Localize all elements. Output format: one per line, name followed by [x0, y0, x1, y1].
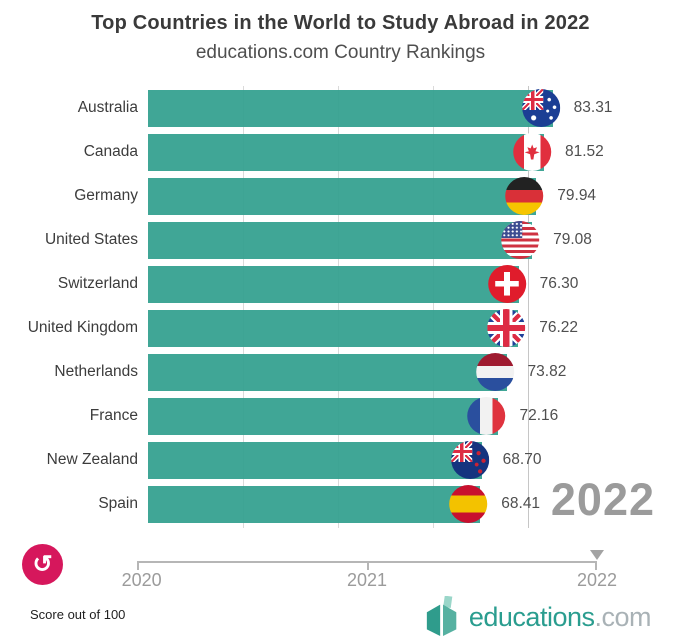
timeline-label-2021: 2021 [346, 570, 388, 590]
bar-area: 76.30 [148, 262, 578, 306]
chart-row: New Zealand 68.70 [0, 438, 681, 482]
score-value: 72.16 [519, 407, 559, 424]
score-bar [148, 177, 537, 215]
score-value: 73.82 [527, 363, 567, 380]
score-bar [148, 133, 544, 171]
chart-row: Germany 79.94 [0, 174, 681, 218]
score-bar [148, 89, 553, 127]
country-flag-icon [513, 133, 552, 171]
chart-row: France 72.16 [0, 394, 681, 438]
chart-row: United States 79.08 [0, 218, 681, 262]
logo-name: educations [468, 601, 595, 632]
score-bar [148, 397, 499, 435]
score-value: 81.52 [564, 143, 604, 160]
replay-icon: ↺ [32, 551, 53, 578]
chart-row: Australia 83.31 [0, 86, 681, 130]
chart-row: Switzerland 76.30 [0, 262, 681, 306]
country-flag-icon [487, 265, 526, 303]
gridline [338, 86, 339, 528]
country-flag-icon [501, 221, 540, 259]
score-value: 68.41 [501, 495, 541, 512]
score-value: 83.31 [573, 99, 613, 116]
country-label: United States [44, 231, 138, 248]
country-label: Canada [83, 143, 138, 160]
bar-area: 68.70 [148, 438, 573, 482]
country-label: Spain [98, 495, 138, 512]
chart-subtitle: educations.com Country Rankings [195, 42, 486, 63]
country-label: New Zealand [46, 451, 138, 468]
bar-area: 83.31 [148, 86, 612, 130]
timeline-tick-2020 [137, 561, 139, 570]
country-flag-icon [475, 353, 514, 391]
bar-area: 79.08 [148, 218, 592, 262]
country-label: France [89, 407, 138, 424]
country-label: Australia [77, 99, 138, 116]
timeline-tick-2021 [367, 561, 369, 570]
book-logo-icon [426, 596, 457, 636]
score-value: 79.08 [553, 231, 592, 248]
score-value: 79.94 [557, 187, 597, 204]
score-bar [148, 441, 482, 479]
bar-area: 72.16 [148, 394, 573, 438]
bar-area: 73.82 [148, 350, 573, 394]
country-flag-icon [505, 177, 544, 215]
logo-text: educations.com [468, 601, 652, 633]
bar-area: 81.52 [148, 130, 604, 174]
score-footnote: Score out of 100 [30, 607, 126, 622]
bar-area: 68.41 [148, 482, 573, 526]
score-bar [148, 309, 519, 347]
bar-rows: Australia 83.31 Canada 81.52 Germany 79.… [0, 86, 681, 526]
educations-logo: educations.com [424, 596, 651, 638]
country-label: Germany [74, 187, 138, 204]
bar-area: 76.22 [148, 306, 578, 350]
gridline-axis-end [528, 86, 529, 528]
replay-button[interactable]: ↺ [22, 544, 63, 585]
country-label: United Kingdom [27, 319, 138, 336]
gridline [243, 86, 244, 528]
score-value: 76.22 [539, 319, 578, 336]
timeline-label-2022: 2022 [576, 570, 618, 590]
timeline-handle-icon[interactable] [590, 550, 604, 560]
bar-area: 79.94 [148, 174, 596, 218]
gridline [433, 86, 434, 528]
score-value: 68.70 [502, 451, 542, 468]
score-bar [148, 353, 507, 391]
score-bar [148, 485, 481, 523]
score-bar [148, 265, 519, 303]
logo-tld: .com [594, 601, 651, 632]
value-gridlines [148, 86, 573, 528]
country-flag-icon [521, 89, 560, 127]
chart-row: United Kingdom 76.22 [0, 306, 681, 350]
year-watermark: 2022 [550, 474, 655, 525]
chart-title: Top Countries in the World to Study Abro… [91, 12, 590, 34]
country-flag-icon [450, 441, 489, 479]
timeline-label-2020: 2020 [121, 570, 162, 590]
chart-row: Canada 81.52 [0, 130, 681, 174]
chart-row: Spain 68.41 [0, 482, 681, 526]
country-label: Netherlands [54, 363, 138, 380]
country-flag-icon [467, 397, 506, 435]
score-bar [148, 221, 533, 259]
country-flag-icon [449, 485, 488, 523]
timeline-scrubber[interactable]: 2020 2021 2022 [122, 550, 617, 596]
score-value: 76.30 [539, 275, 579, 292]
chart-row: Netherlands 73.82 [0, 350, 681, 394]
country-label: Switzerland [57, 275, 138, 292]
timeline-tick-2022 [595, 561, 597, 570]
country-flag-icon [487, 309, 526, 347]
